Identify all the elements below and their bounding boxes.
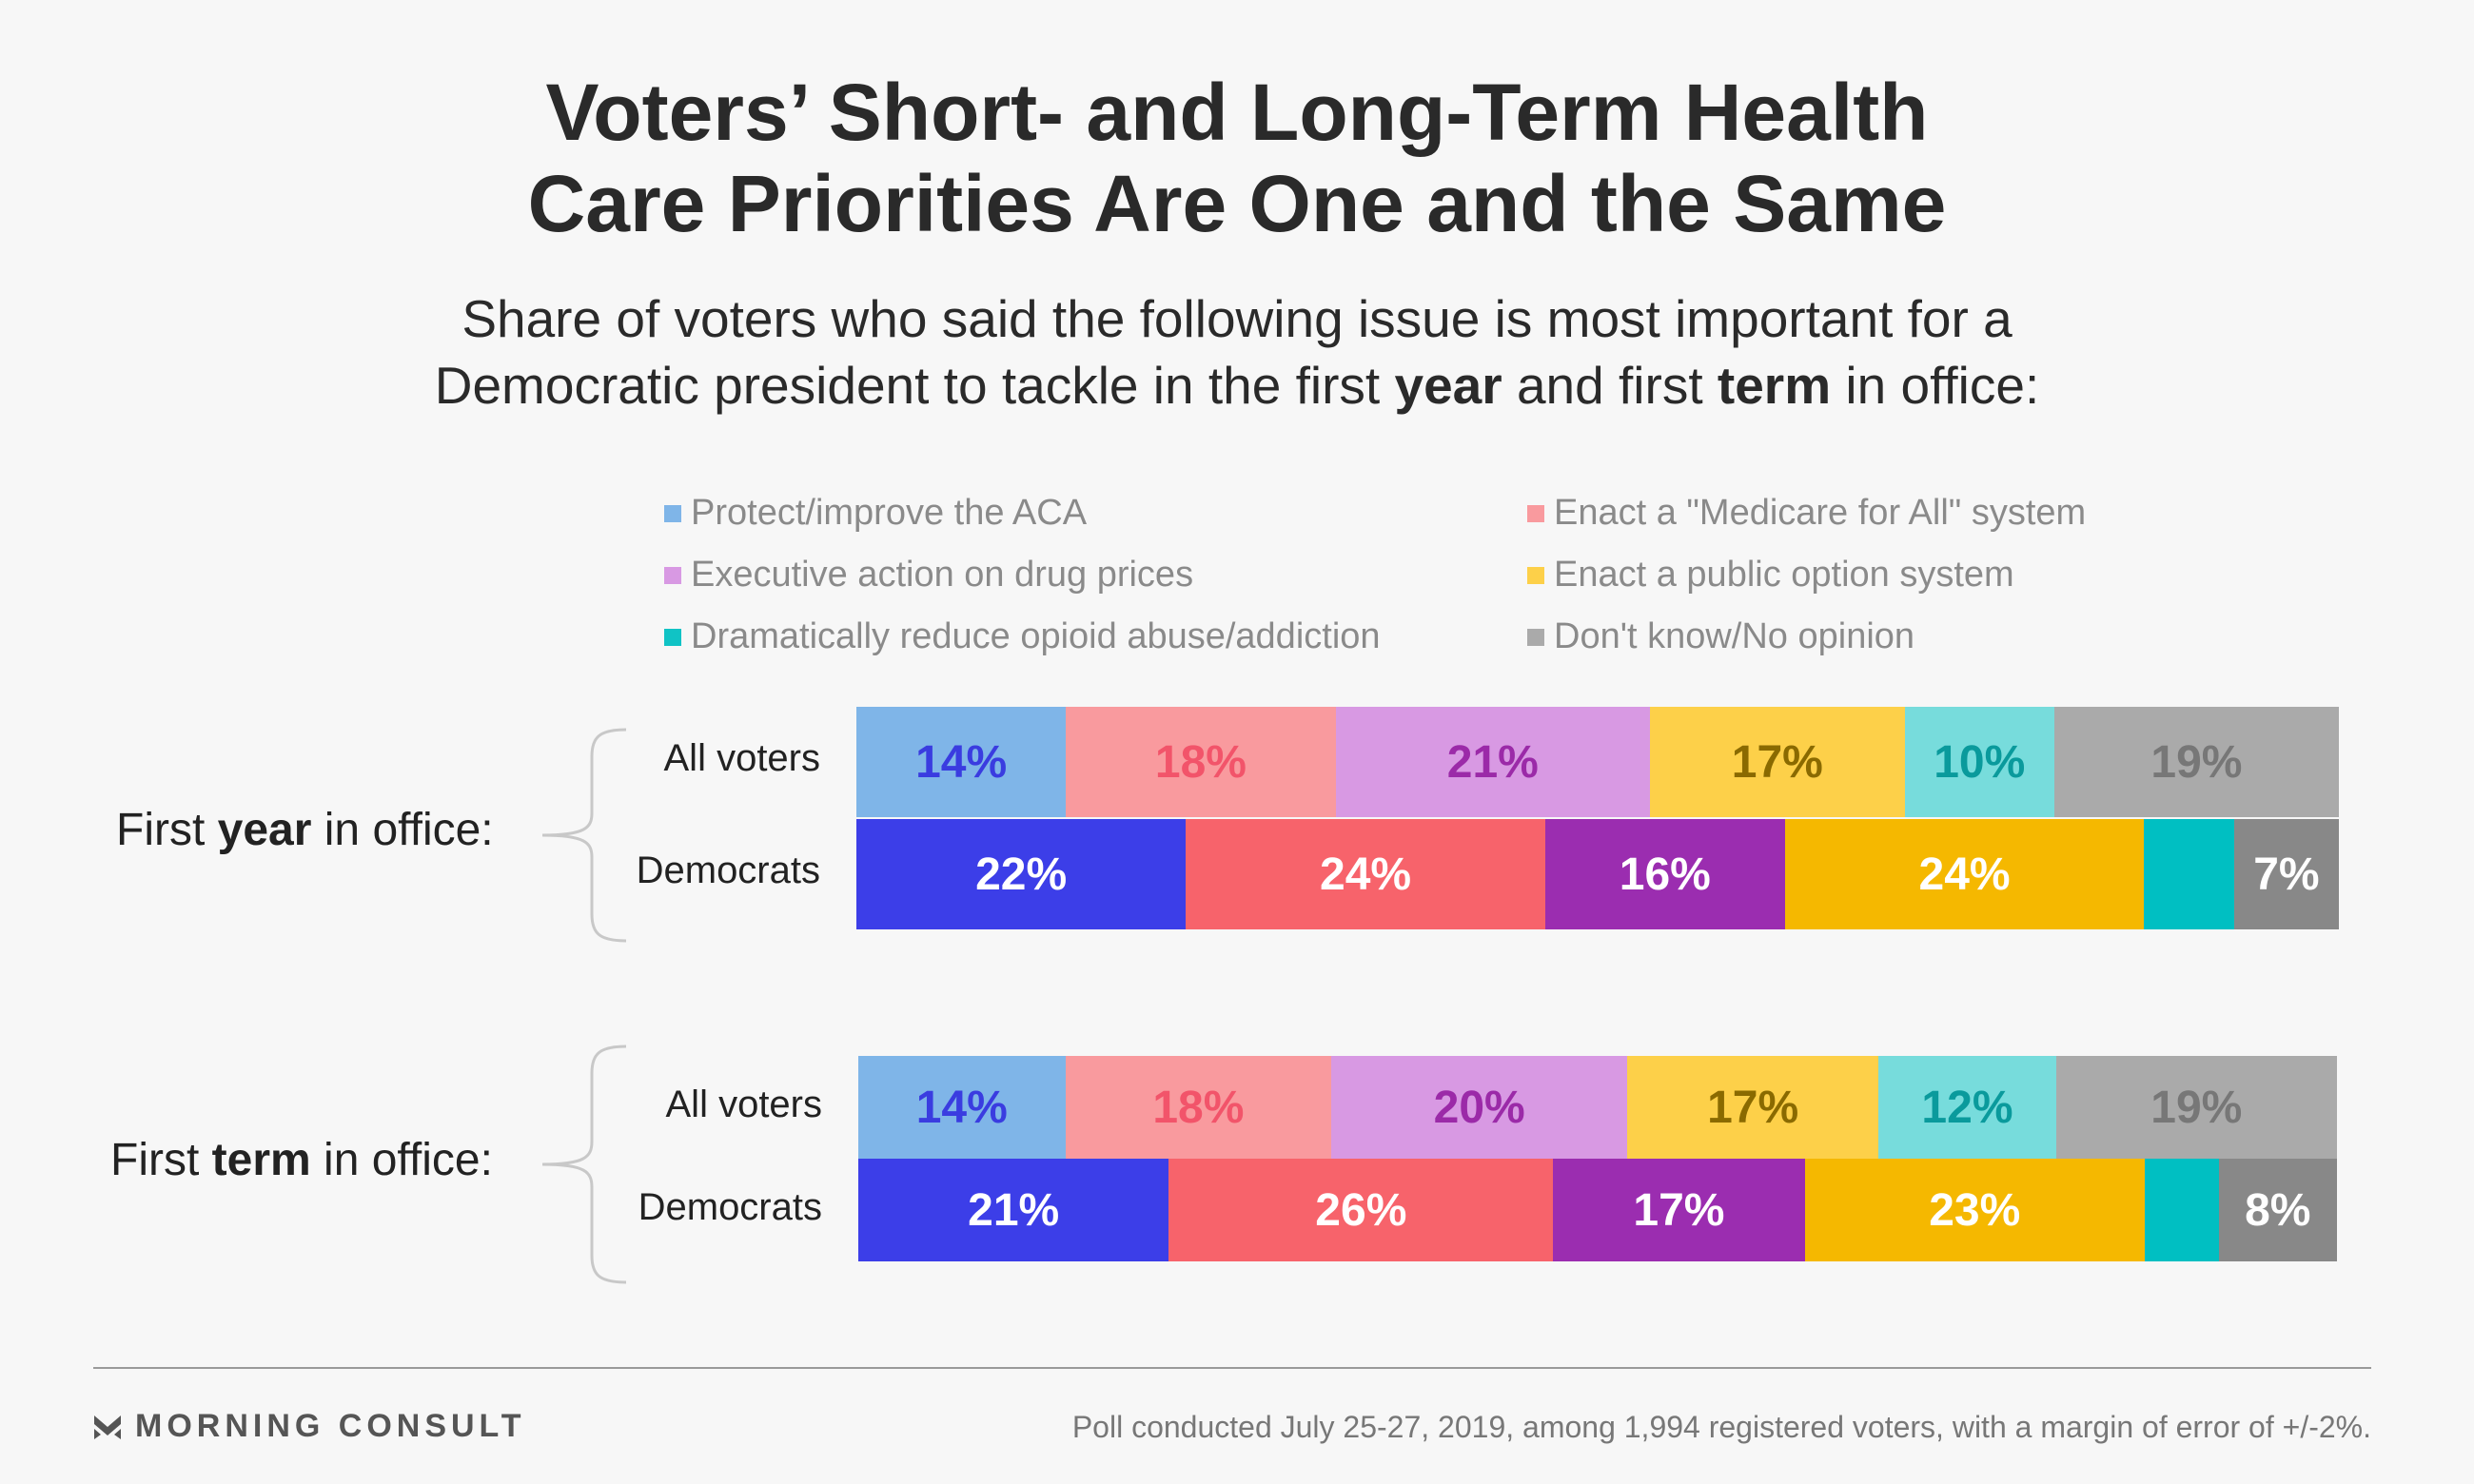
- bar-segment: 17%: [1650, 707, 1905, 817]
- legend-swatch: [664, 566, 681, 584]
- subtitle-text: and first: [1502, 356, 1718, 415]
- bar-value-label: 21%: [968, 1184, 1060, 1236]
- legend-swatch: [664, 628, 681, 646]
- bar-segment: 14%: [856, 707, 1067, 817]
- legend-label: Protect/improve the ACA: [691, 493, 1088, 533]
- bar-segment: 23%: [1804, 1159, 2145, 1261]
- bar-segment: 21%: [1335, 707, 1651, 817]
- legend-swatch: [664, 504, 681, 522]
- bar-value-label: 19%: [2150, 1082, 2243, 1133]
- legend-item: Protect/improve the ACA: [664, 493, 1087, 534]
- chart-title-line-2: Care Priorities Are One and the Same: [527, 159, 1947, 248]
- bar-segment: 19%: [2055, 1056, 2337, 1159]
- bar-value-label: 17%: [1707, 1082, 1799, 1133]
- stacked-bar-term-democrats: 21% 26% 17% 23% 8%: [858, 1159, 2337, 1261]
- bar-segment: 7%: [2233, 819, 2339, 929]
- bar-value-label: 22%: [975, 849, 1068, 900]
- group-label-bold: term: [211, 1135, 311, 1185]
- bar-value-label: 19%: [2150, 736, 2243, 788]
- bar-segment: 26%: [1168, 1159, 1554, 1261]
- logo-text: MORNING CONSULT: [135, 1408, 526, 1444]
- subtitle-bold-term: term: [1717, 356, 1832, 415]
- legend-label: Executive action on drug prices: [691, 555, 1194, 595]
- bar-segment: 18%: [1066, 707, 1336, 817]
- bar-value-label: 12%: [1921, 1082, 2013, 1133]
- bar-value-label: 17%: [1731, 736, 1823, 788]
- group-label-first-year: First year in office:: [116, 804, 494, 856]
- group-label-text: in office:: [311, 805, 494, 855]
- bar-segment: 17%: [1627, 1056, 1879, 1159]
- chart-subtitle: Share of voters who said the following i…: [0, 285, 2474, 419]
- bar-segment: 12%: [1878, 1056, 2056, 1159]
- bar-segment: 21%: [858, 1159, 1169, 1261]
- bar-segment: 24%: [1784, 819, 2145, 929]
- row-label-all-voters: All voters: [665, 1084, 823, 1125]
- bar-value-label: 24%: [1918, 849, 2011, 900]
- legend-item: Enact a "Medicare for All" system: [1527, 493, 2086, 534]
- bar-segment: 10%: [1904, 707, 2054, 817]
- chart-title-line-1: Voters’ Short- and Long-Term Health: [545, 68, 1929, 157]
- bar-segment: 19%: [2053, 707, 2339, 817]
- bar-value-label: 16%: [1619, 849, 1711, 900]
- bar-segment: 8%: [2218, 1159, 2337, 1261]
- row-label-democrats: Democrats: [636, 849, 820, 891]
- group-label-text: First: [110, 1135, 212, 1185]
- stacked-bar-year-all-voters: 14% 18% 21% 17% 10% 19%: [856, 707, 2339, 817]
- group-label-bold: year: [217, 805, 312, 855]
- legend-label: Dramatically reduce opioid abuse/addicti…: [691, 616, 1381, 656]
- bar-value-label: 23%: [1929, 1184, 2021, 1236]
- bar-value-label: 24%: [1320, 849, 1412, 900]
- bar-value-label: 14%: [915, 736, 1008, 788]
- group-label-text: First: [116, 805, 218, 855]
- bar-segment: [2144, 1159, 2219, 1261]
- legend-item: Dramatically reduce opioid abuse/addicti…: [664, 616, 1381, 657]
- bar-value-label: 21%: [1446, 736, 1539, 788]
- legend-label: Enact a "Medicare for All" system: [1554, 493, 2087, 533]
- legend-swatch: [1527, 628, 1544, 646]
- bar-value-label: 18%: [1154, 736, 1247, 788]
- bar-segment: 18%: [1065, 1056, 1332, 1159]
- legend-label: Don't know/No opinion: [1554, 616, 1915, 656]
- morning-consult-logo: MORNING CONSULT: [93, 1408, 526, 1445]
- legend-item: Enact a public option system: [1527, 555, 2014, 596]
- bar-value-label: 26%: [1315, 1184, 1407, 1236]
- bar-value-label: 18%: [1152, 1082, 1245, 1133]
- bar-value-label: 14%: [915, 1082, 1008, 1133]
- stacked-bar-year-democrats: 22% 24% 16% 24% 7%: [856, 819, 2339, 929]
- bar-value-label: 20%: [1433, 1082, 1525, 1133]
- group-brace: [541, 728, 627, 943]
- legend-swatch: [1527, 504, 1544, 522]
- stacked-bar-term-all-voters: 14% 18% 20% 17% 12% 19%: [858, 1056, 2337, 1159]
- morning-consult-logo-icon: [94, 1415, 121, 1439]
- legend-swatch: [1527, 566, 1544, 584]
- bar-segment: [2144, 819, 2234, 929]
- legend-item: Executive action on drug prices: [664, 555, 1193, 596]
- footer-divider: [93, 1367, 2371, 1369]
- bar-segment: 17%: [1553, 1159, 1805, 1261]
- legend-label: Enact a public option system: [1554, 555, 2014, 595]
- group-label-first-term: First term in office:: [110, 1134, 493, 1186]
- bar-segment: 16%: [1544, 819, 1785, 929]
- subtitle-bold-year: year: [1394, 356, 1502, 415]
- bar-segment: 14%: [858, 1056, 1066, 1159]
- bar-value-label: 10%: [1934, 736, 2026, 788]
- row-label-democrats: Democrats: [638, 1186, 822, 1228]
- group-label-text: in office:: [310, 1135, 493, 1185]
- bar-value-label: 17%: [1633, 1184, 1725, 1236]
- legend-item: Don't know/No opinion: [1527, 616, 1914, 657]
- chart-title: Voters’ Short- and Long-Term Health Care…: [0, 67, 2474, 249]
- footnote: Poll conducted July 25-27, 2019, among 1…: [1071, 1410, 2371, 1444]
- subtitle-text: in office:: [1831, 356, 2040, 415]
- subtitle-text: Democratic president to tackle in the fi…: [434, 356, 1395, 415]
- group-brace: [541, 1045, 627, 1284]
- subtitle-line-1: Share of voters who said the following i…: [461, 289, 2013, 348]
- subtitle-line-2: Democratic president to tackle in the fi…: [0, 352, 2474, 419]
- bar-segment: 20%: [1331, 1056, 1628, 1159]
- bar-segment: 24%: [1186, 819, 1545, 929]
- bar-value-label: 8%: [2245, 1184, 2311, 1236]
- bar-value-label: 7%: [2253, 849, 2320, 900]
- bar-segment: 22%: [856, 819, 1187, 929]
- row-label-all-voters: All voters: [663, 737, 821, 779]
